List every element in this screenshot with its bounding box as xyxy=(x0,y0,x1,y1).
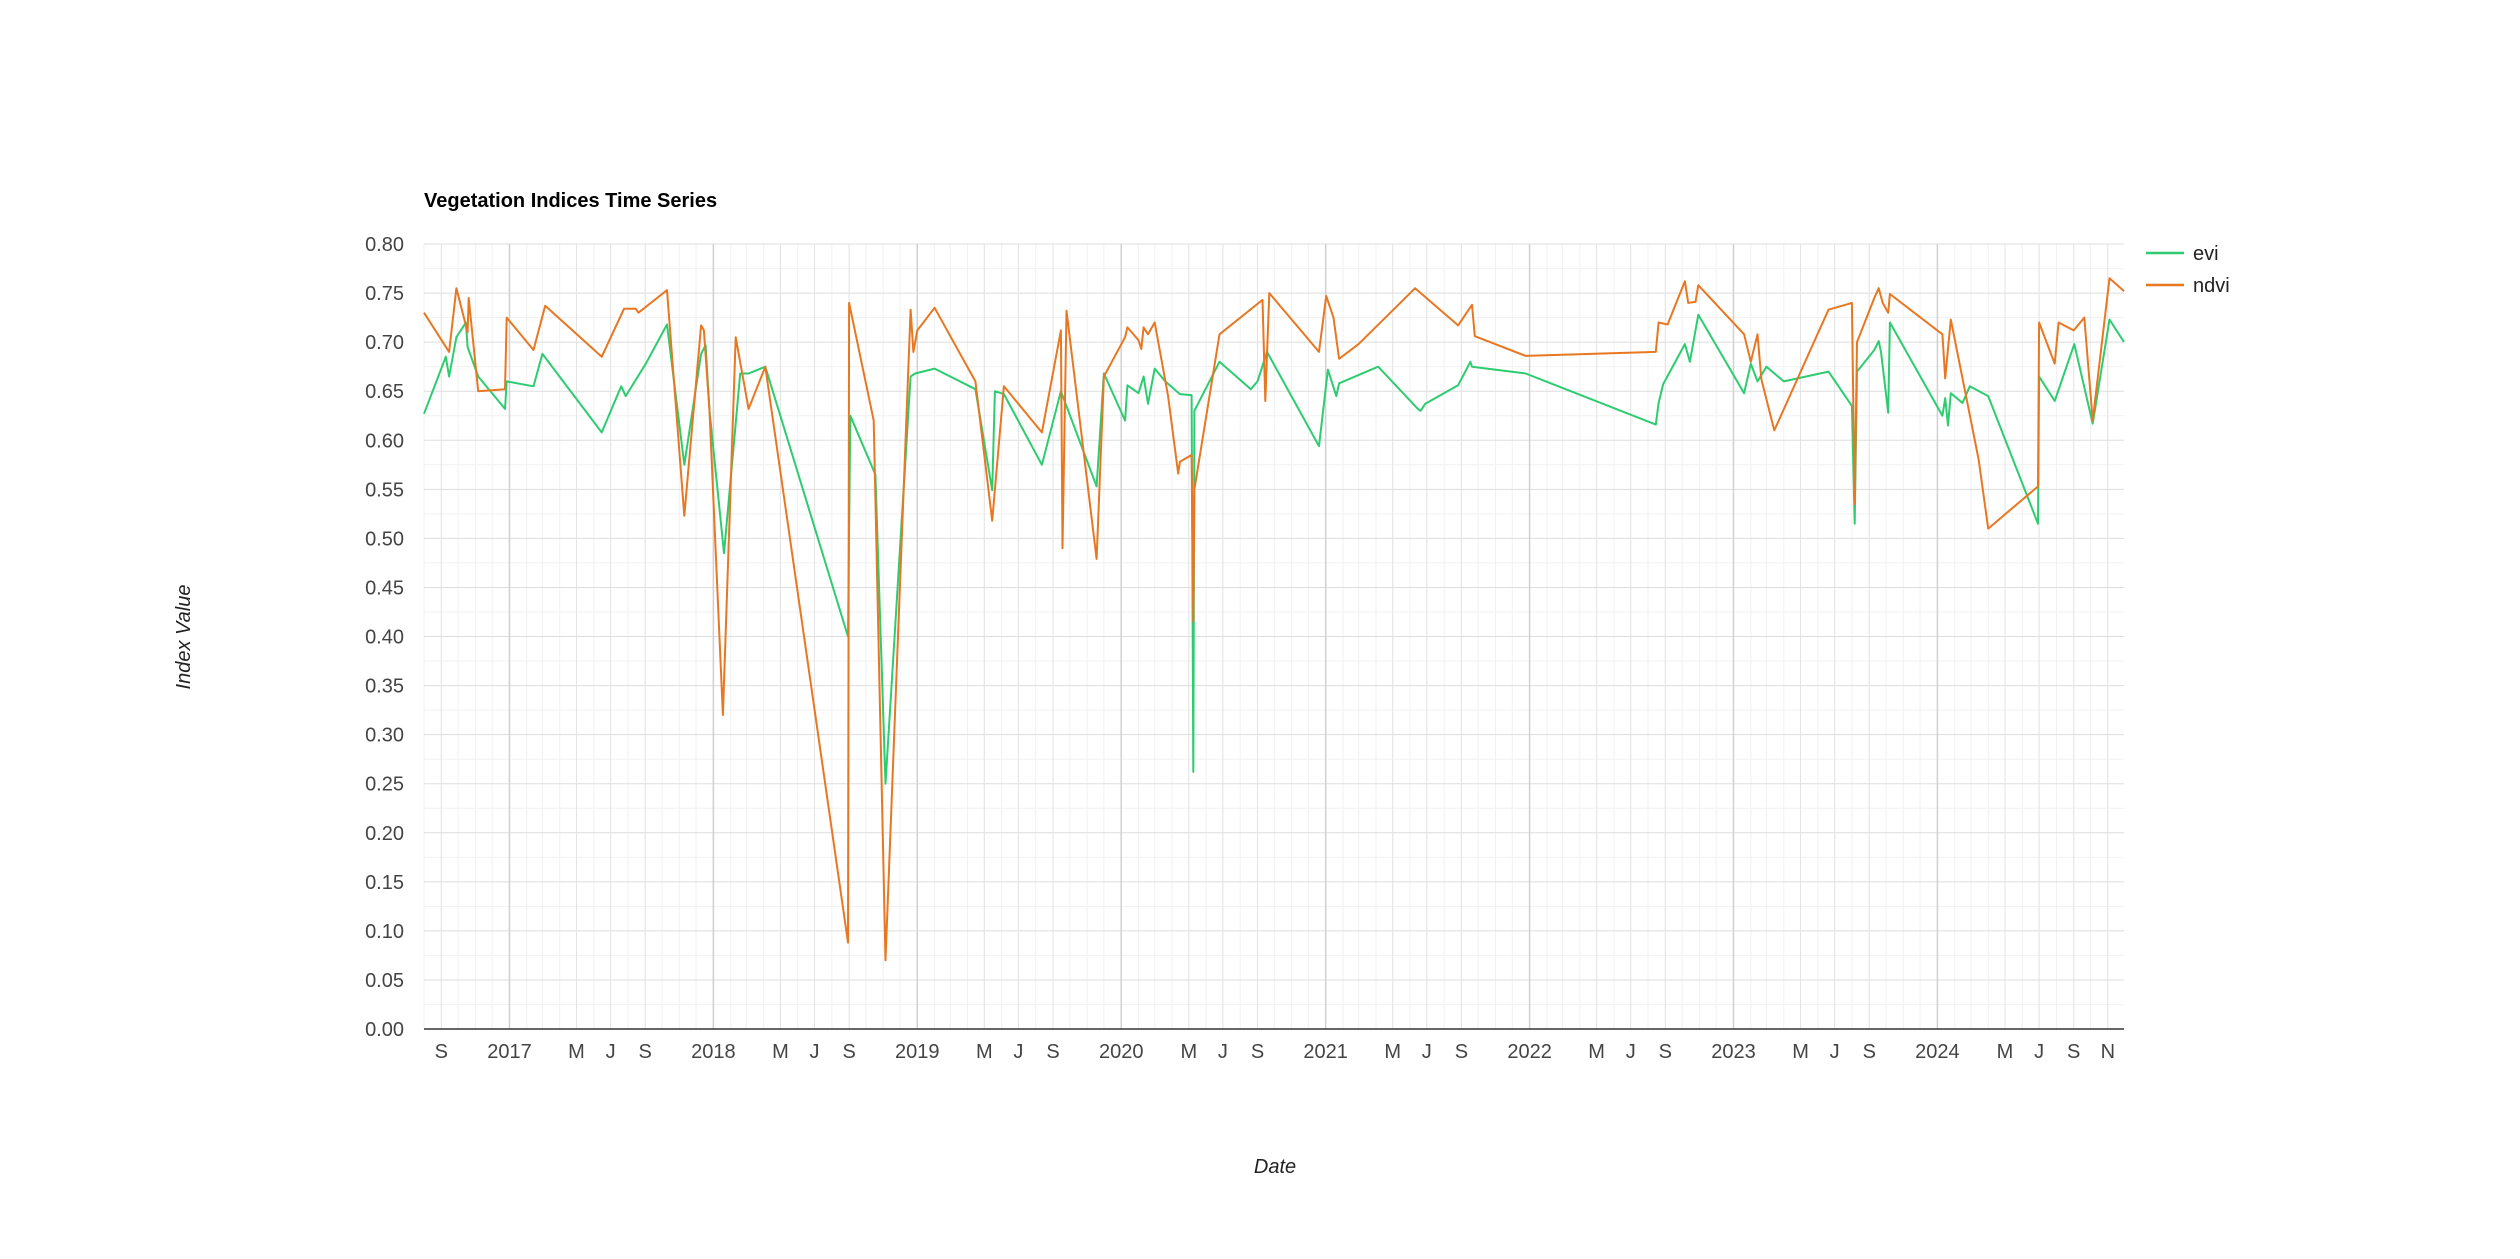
y-tick-label: 0.80 xyxy=(365,234,404,256)
x-tick-label: J xyxy=(1422,1041,1432,1063)
x-axis: S 2017 M J S 2018 M J S 2019 M J S 2020 M J S 2021 M J S 2022… xyxy=(435,1041,2115,1063)
x-tick-label: J xyxy=(810,1041,820,1063)
y-tick-label: 0.15 xyxy=(365,872,404,894)
x-tick-label: M xyxy=(1384,1041,1401,1063)
series-line-ndvi xyxy=(423,277,2125,962)
x-tick-label: S xyxy=(1659,1041,1672,1063)
x-tick-label: M xyxy=(976,1041,993,1063)
x-tick-label: M xyxy=(1792,1041,1809,1063)
legend: evi ndvi xyxy=(2146,243,2230,297)
x-tick-label: J xyxy=(606,1041,616,1063)
y-tick-label: 0.70 xyxy=(365,332,404,354)
y-tick-label: 0.05 xyxy=(365,970,404,992)
x-tick-label: M xyxy=(568,1041,585,1063)
x-tick-label: M xyxy=(772,1041,789,1063)
x-tick-label: M xyxy=(1997,1041,2014,1063)
x-tick-label: M xyxy=(1180,1041,1197,1063)
x-tick-label: M xyxy=(1588,1041,1605,1063)
x-tick-label: S xyxy=(639,1041,652,1063)
x-tick-label: N xyxy=(2101,1041,2115,1063)
legend-label-evi: evi xyxy=(2193,243,2219,265)
x-tick-label: J xyxy=(1218,1041,1228,1063)
x-tick-label: 2018 xyxy=(691,1041,736,1063)
x-tick-label: J xyxy=(1013,1041,1023,1063)
y-tick-label: 0.75 xyxy=(365,283,404,305)
y-tick-label: 0.50 xyxy=(365,528,404,550)
x-tick-label: 2021 xyxy=(1303,1041,1348,1063)
y-axis-title: Index Value xyxy=(173,585,195,690)
x-tick-label: S xyxy=(2067,1041,2080,1063)
y-tick-label: 0.55 xyxy=(365,479,404,501)
x-tick-label: J xyxy=(1626,1041,1636,1063)
x-tick-label: 2022 xyxy=(1507,1041,1552,1063)
x-tick-label: J xyxy=(1830,1041,1840,1063)
x-tick-label: S xyxy=(435,1041,448,1063)
x-axis-title: Date xyxy=(1254,1156,1296,1178)
x-tick-label: 2020 xyxy=(1099,1041,1144,1063)
chart-title: Vegetation Indices Time Series xyxy=(424,190,717,212)
x-tick-label: 2017 xyxy=(487,1041,532,1063)
x-tick-label: 2023 xyxy=(1711,1041,1756,1063)
y-tick-label: 0.60 xyxy=(365,430,404,452)
y-tick-label: 0.65 xyxy=(365,381,404,403)
y-tick-label: 0.10 xyxy=(365,921,404,943)
x-tick-label: J xyxy=(2034,1041,2044,1063)
y-tick-label: 0.25 xyxy=(365,774,404,796)
series-layer xyxy=(423,277,2125,962)
y-tick-label: 0.00 xyxy=(365,1019,404,1041)
legend-label-ndvi: ndvi xyxy=(2193,275,2230,297)
y-tick-label: 0.45 xyxy=(365,577,404,599)
x-tick-label: 2024 xyxy=(1915,1041,1960,1063)
x-tick-label: S xyxy=(1455,1041,1468,1063)
x-tick-label: 2019 xyxy=(895,1041,940,1063)
major-grid xyxy=(424,243,2124,1029)
y-tick-label: 0.40 xyxy=(365,627,404,649)
x-tick-label: S xyxy=(1046,1041,1059,1063)
x-tick-label: S xyxy=(842,1041,855,1063)
y-tick-label: 0.35 xyxy=(365,676,404,698)
y-tick-label: 0.20 xyxy=(365,823,404,845)
y-axis: 0.00 0.05 0.10 0.15 0.20 0.25 0.30 0.35 0.40 0.45… xyxy=(365,234,404,1041)
x-tick-label: S xyxy=(1251,1041,1264,1063)
y-tick-label: 0.30 xyxy=(365,725,404,747)
x-tick-label: S xyxy=(1863,1041,1876,1063)
